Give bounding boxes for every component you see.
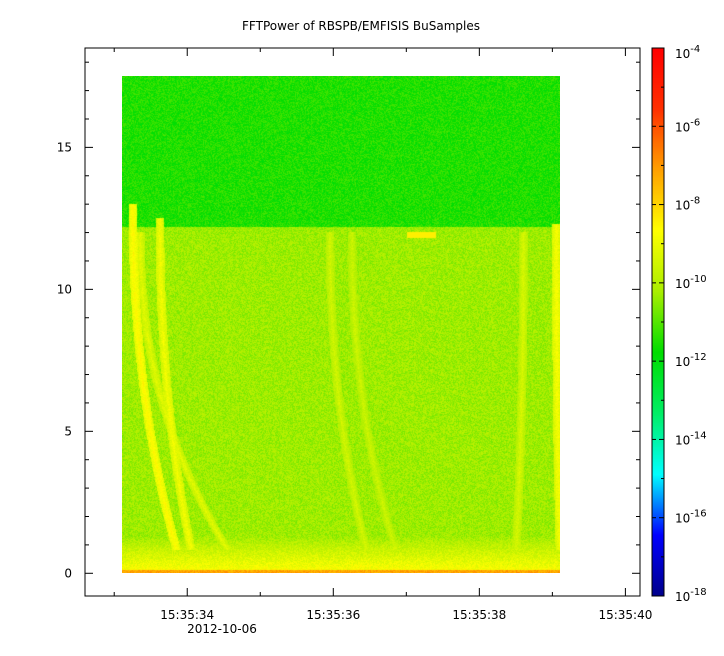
x-tick-label: 15:35:36 (306, 608, 360, 622)
x-axis-date-label: 2012-10-06 (187, 622, 257, 636)
colorbar-tick-label: 10-10 (675, 274, 707, 291)
colorbar-tick-label: 10-14 (675, 430, 707, 447)
colorbar-tick-label: 10-16 (675, 509, 707, 526)
chart-title: FFTPower of RBSPB/EMFISIS BuSamples (242, 19, 480, 33)
y-tick-label: 10 (57, 282, 72, 296)
colorbar-tick-label: 10-6 (675, 117, 700, 134)
x-axis: 15:35:34 15:35:36 15:35:38 15:35:40 (113, 48, 652, 622)
colorbar-tick-label: 10-18 (675, 587, 707, 604)
x-tick-label: 15:35:34 (160, 608, 214, 622)
colorbar-tick-label: 10-12 (675, 352, 707, 369)
plot-frame (84, 47, 641, 597)
x-tick-label: 15:35:38 (452, 608, 506, 622)
y-tick-label: 15 (57, 140, 72, 154)
colorbar-gradient (652, 48, 664, 596)
x-tick-label: 15:35:40 (598, 608, 652, 622)
colorbar-tick-label: 10-4 (675, 44, 700, 61)
colorbar: 10-4 10-6 10-8 10-10 10-12 10-14 10-16 10-18 (651, 44, 707, 604)
y-tick-label: 0 (64, 566, 72, 580)
y-tick-label: 5 (64, 424, 72, 438)
spectrogram-image (122, 76, 560, 573)
y-axis: 0 5 10 15 (57, 61, 640, 580)
colorbar-tick-label: 10-8 (675, 196, 700, 213)
plot-area (84, 47, 641, 597)
